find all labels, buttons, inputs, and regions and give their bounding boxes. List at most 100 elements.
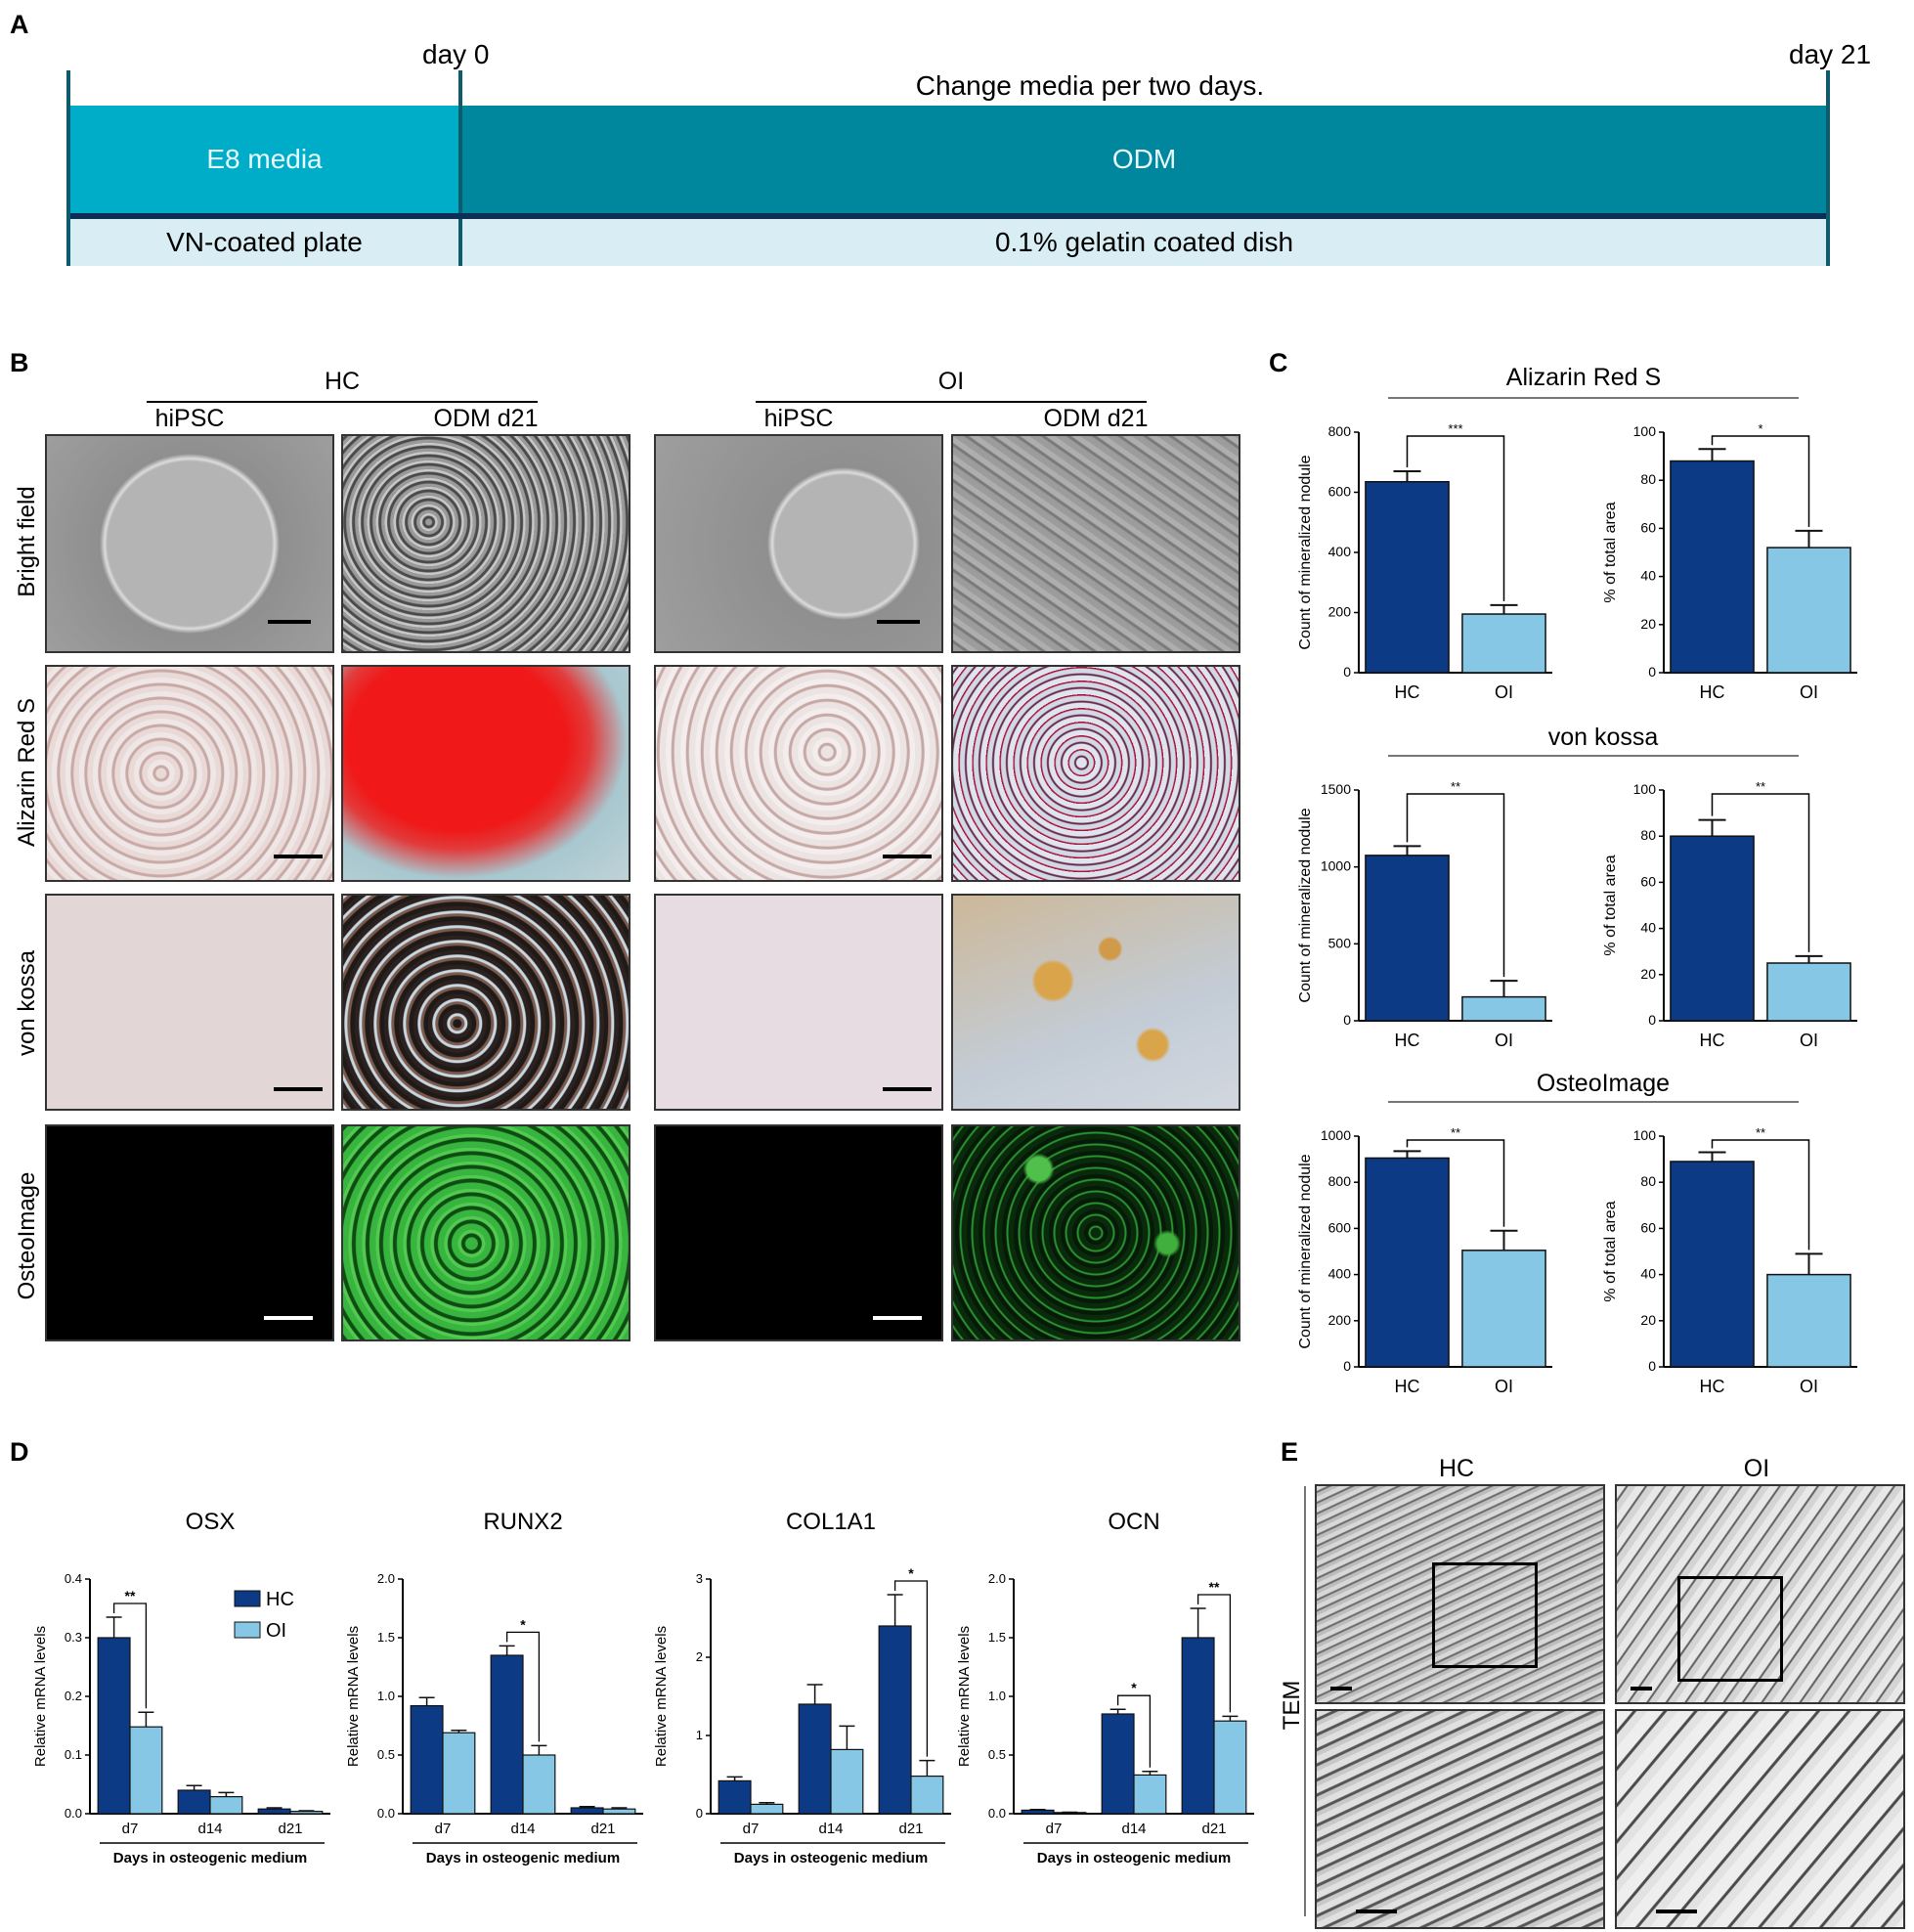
bar-oi-d7	[129, 1726, 163, 1815]
tem-hc-zoom	[1315, 1709, 1605, 1929]
bar-oi-d7	[750, 1803, 784, 1815]
tem-hc-overview	[1315, 1484, 1605, 1704]
bar-oi-d21	[602, 1808, 636, 1815]
group-underline-oi	[756, 401, 1147, 403]
scale-bar	[268, 620, 311, 624]
x-tick-label: d14	[1121, 1821, 1146, 1837]
y-tick-label: 1500	[1321, 781, 1351, 797]
significance-bracket	[1406, 1139, 1505, 1227]
significance-bracket	[1196, 1594, 1232, 1713]
bar-hc	[1670, 835, 1755, 1022]
y-tick-label: 1.5	[988, 1630, 1006, 1645]
significance-bracket	[1711, 435, 1810, 527]
y-tick-label: 1.0	[988, 1689, 1006, 1703]
bar-hc-d7	[97, 1637, 131, 1815]
y-tick-label: 0.2	[65, 1689, 82, 1703]
significance-bracket	[1711, 1139, 1810, 1251]
x-tick-label: d7	[743, 1821, 760, 1837]
timeline-tick-day0	[458, 70, 462, 266]
chart-title: COL1A1	[786, 1509, 876, 1535]
scale-bar	[274, 855, 323, 858]
row-label-alizarin: Alizarin Red S	[14, 697, 40, 848]
bar-hc-d7	[718, 1779, 752, 1815]
bar-hc	[1670, 1161, 1755, 1368]
panel-label-d: D	[10, 1437, 29, 1467]
group-underline-hc	[147, 401, 538, 403]
row-label-osteoimage: OsteoImage	[14, 1171, 40, 1300]
y-tick-label: 100	[1633, 1127, 1657, 1143]
group-header-oi: OI	[937, 368, 965, 395]
y-tick-label: 0	[1648, 664, 1656, 680]
band-vn-plate-label: VN-coated plate	[166, 227, 363, 257]
scale-bar	[1330, 1687, 1352, 1690]
scale-bar	[883, 1087, 932, 1091]
bar-hc-d21	[878, 1625, 912, 1815]
scale-bar	[1656, 1910, 1697, 1913]
y-axis-label: Count of mineralized nodule	[1297, 1154, 1314, 1348]
x-tick-label: HC	[1700, 1031, 1725, 1050]
y-tick-label: 400	[1328, 544, 1352, 559]
y-tick-label: 0	[1343, 1012, 1351, 1028]
bar-hc-d7	[1021, 1809, 1055, 1815]
y-tick-label: 400	[1328, 1266, 1352, 1282]
chart-alizarin-count: 0 200 400 600 800 Count of mineralized nodule…	[1297, 421, 1552, 702]
micrograph-bf-hc-hipsc	[45, 434, 334, 653]
x-tick-label: d14	[510, 1821, 535, 1837]
y-tick-label: 80	[1640, 827, 1656, 843]
y-tick-label: 200	[1328, 1312, 1352, 1328]
chart-vonkossa-count: 0 500 1000 1500 Count of mineralized nodule H…	[1297, 779, 1552, 1050]
panel-c-title-osteoimage: OsteoImage	[1536, 1070, 1671, 1097]
micrograph-ars-oi-odm	[951, 665, 1240, 882]
timeline-note: Change media per two days.	[915, 70, 1265, 101]
significance-bracket	[1406, 793, 1505, 978]
significance-mark: *	[1131, 1680, 1137, 1695]
significance-bracket	[893, 1580, 929, 1757]
y-tick-label: 0.0	[988, 1806, 1006, 1821]
tem-oi-zoom	[1615, 1709, 1905, 1929]
x-tick-label: d21	[898, 1821, 923, 1837]
scale-bar	[1631, 1687, 1652, 1690]
y-tick-label: 0	[1648, 1358, 1656, 1374]
band-odm: ODM	[462, 106, 1826, 213]
x-tick-label: OI	[1495, 1377, 1513, 1396]
y-tick-label: 0.1	[65, 1747, 82, 1762]
y-tick-label: 0.5	[988, 1747, 1006, 1762]
panel-label-b: B	[10, 348, 29, 377]
bar-hc	[1365, 1157, 1450, 1368]
scale-bar	[877, 620, 920, 624]
bar-oi-d21	[1213, 1720, 1247, 1815]
y-axis-label: % of total area	[1602, 1201, 1619, 1301]
group-header-hc: HC	[324, 368, 361, 395]
tem-zoom-box	[1432, 1562, 1538, 1668]
x-tick-label: OI	[1495, 682, 1513, 702]
x-tick-label: d7	[122, 1821, 139, 1837]
y-tick-label: 1.5	[377, 1630, 395, 1645]
panel-c-title-vonkossa: von kossa	[1547, 724, 1659, 751]
bar-hc-d21	[1181, 1637, 1215, 1815]
y-tick-label: 1	[696, 1728, 703, 1742]
chart-alizarin-area: 0 20 40 60 80 100 % of total area HC OI *	[1602, 421, 1857, 702]
panel-c-title-alizarin: Alizarin Red S	[1505, 364, 1662, 391]
micrograph-vk-oi-hipsc	[654, 894, 943, 1111]
band-e8-media-label: E8 media	[206, 144, 323, 174]
y-tick-label: 600	[1328, 1219, 1352, 1235]
bar-oi-d14	[522, 1754, 556, 1815]
y-tick-label: 500	[1328, 935, 1352, 950]
y-tick-label: 40	[1640, 568, 1656, 584]
y-tick-label: 80	[1640, 1173, 1656, 1189]
scale-bar	[883, 855, 932, 858]
bar-oi-d21	[910, 1776, 944, 1815]
tem-row-label: TEM	[1279, 1680, 1305, 1731]
timeline-divider	[70, 213, 1826, 219]
bar-oi	[1766, 547, 1851, 674]
y-tick-label: 1000	[1321, 858, 1351, 874]
bar-oi-d21	[289, 1811, 324, 1815]
x-tick-label: HC	[1395, 1031, 1420, 1050]
micrograph-bf-hc-odm	[341, 434, 631, 653]
bar-hc-d21	[570, 1807, 604, 1815]
y-axis-label: % of total area	[1602, 502, 1619, 602]
x-tick-label: HC	[1700, 1377, 1725, 1396]
bar-hc-d14	[490, 1654, 524, 1815]
scale-bar	[873, 1316, 922, 1320]
x-axis-label: Days in osteogenic medium	[734, 1850, 928, 1866]
